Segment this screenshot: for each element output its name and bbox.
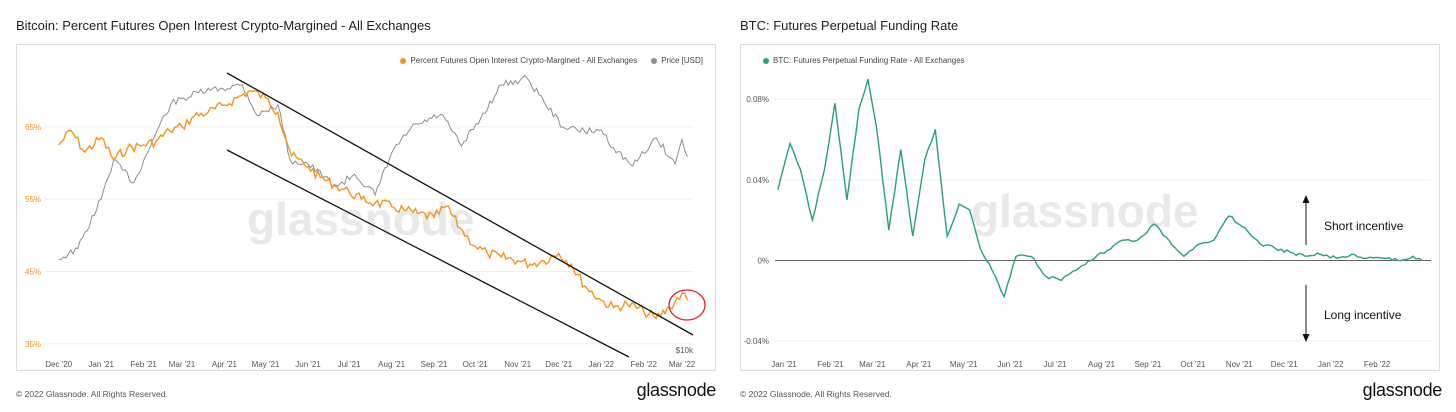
legend-funding-swatch — [763, 57, 769, 64]
right-x-axis: Jan '21 Feb '21 Mar '21 Apr '21 May '21 Jun '… — [771, 360, 1391, 369]
left-y-tick-label: 65% — [25, 123, 41, 132]
left-chart-title: Bitcoin: Percent Futures Open Interest C… — [16, 18, 431, 33]
right-chart-legend: BTC: Futures Perpetual Funding Rate - Al… — [763, 56, 965, 65]
right-gridlines — [775, 98, 1431, 342]
right-y-axis: -0.04% 0% 0.04% 0.08% — [744, 95, 769, 346]
highlight-circle — [668, 289, 706, 321]
left-x-tick-label: Mar '22 — [669, 360, 696, 369]
right-x-tick-label: Dec '21 — [1271, 360, 1298, 369]
right-y-tick-label: 0% — [757, 256, 769, 265]
short-incentive-label: Short incentive — [1324, 219, 1404, 233]
left-chart-panel: Bitcoin: Percent Futures Open Interest C… — [16, 18, 717, 400]
price-axis-label: $10k — [676, 346, 694, 355]
long-incentive-arrow — [1302, 285, 1310, 342]
right-x-tick-label: Sep '21 — [1134, 360, 1161, 369]
left-x-tick-label: Apr '21 — [212, 360, 238, 369]
left-x-tick-label: Jul '21 — [338, 360, 361, 369]
right-copyright: © 2022 Glassnode. All Rights Reserved. — [740, 389, 892, 399]
left-x-tick-label: Jan '21 — [88, 360, 114, 369]
left-x-tick-label: Aug '21 — [378, 360, 405, 369]
right-brand-logo[interactable]: glassnode — [1362, 380, 1443, 400]
left-x-axis: Dec '20 Jan '21 Feb '21 Mar '21 Apr '21 May '… — [45, 360, 696, 369]
left-x-tick-label: Jun '21 — [295, 360, 321, 369]
right-x-tick-label: Aug '21 — [1088, 360, 1115, 369]
right-x-tick-label: Jun '21 — [997, 360, 1023, 369]
oi-series-line — [58, 89, 689, 320]
left-gridlines — [45, 126, 693, 345]
long-incentive-label: Long incentive — [1324, 308, 1402, 322]
legend-funding-label[interactable]: BTC: Futures Perpetual Funding Rate - Al… — [773, 56, 965, 65]
legend-price-label[interactable]: Price [USD] — [661, 56, 703, 65]
left-x-tick-label: Feb '21 — [130, 360, 157, 369]
left-chart-frame: Percent Futures Open Interest Crypto-Mar… — [16, 44, 716, 371]
left-y-tick-label: 55% — [25, 195, 41, 204]
right-x-tick-label: Jan '22 — [1318, 360, 1344, 369]
left-y-tick-label: 45% — [25, 267, 41, 276]
left-x-tick-label: Dec '20 — [45, 360, 72, 369]
price-series-line — [58, 74, 688, 261]
upper-channel-line — [226, 72, 694, 336]
left-x-tick-label: Oct '21 — [463, 360, 489, 369]
right-chart-title: BTC: Futures Perpetual Funding Rate — [740, 18, 959, 33]
right-chart-panel: BTC: Futures Perpetual Funding Rate BTC:… — [728, 0, 1456, 412]
left-x-tick-label: Nov '21 — [504, 360, 531, 369]
right-chart-frame: BTC: Futures Perpetual Funding Rate - Al… — [740, 44, 1440, 371]
right-x-tick-label: Jan '21 — [771, 360, 797, 369]
left-y-axis: 35% 45% 55% 65% — [25, 123, 41, 349]
left-chart-legend: Percent Futures Open Interest Crypto-Mar… — [400, 56, 703, 65]
left-x-tick-label: May '21 — [252, 360, 280, 369]
right-x-tick-label: Oct '21 — [1180, 360, 1206, 369]
right-x-tick-label: Nov '21 — [1226, 360, 1253, 369]
right-x-tick-label: May '21 — [950, 360, 978, 369]
right-x-tick-label: Apr '21 — [906, 360, 932, 369]
short-incentive-arrow — [1302, 195, 1310, 245]
right-y-tick-label: 0.08% — [746, 95, 769, 104]
right-x-tick-label: Feb '22 — [1364, 360, 1391, 369]
left-x-tick-label: Mar '21 — [169, 360, 196, 369]
left-brand-logo[interactable]: glassnode — [636, 380, 717, 400]
legend-oi-label[interactable]: Percent Futures Open Interest Crypto-Mar… — [410, 56, 638, 65]
right-watermark: glassnode — [971, 185, 1199, 237]
left-x-tick-label: Feb '22 — [630, 360, 657, 369]
right-x-tick-label: Mar '21 — [859, 360, 886, 369]
funding-series-line — [777, 78, 1423, 299]
right-y-tick-label: 0.04% — [746, 176, 769, 185]
left-copyright: © 2022 Glassnode. All Rights Reserved. — [16, 389, 168, 399]
left-x-tick-label: Sep '21 — [421, 360, 448, 369]
left-y-tick-label: 35% — [25, 340, 41, 349]
left-x-tick-label: Dec '21 — [545, 360, 572, 369]
left-x-tick-label: Jan '22 — [588, 360, 614, 369]
right-x-tick-label: Jul '21 — [1044, 360, 1067, 369]
right-x-tick-label: Feb '21 — [817, 360, 844, 369]
right-y-tick-label: -0.04% — [744, 337, 769, 346]
lower-channel-line — [226, 149, 630, 358]
right-chart-svg: glassnode -0.04% 0% 0.04% 0.08% Jan '21 Feb … — [744, 78, 1431, 369]
legend-price-swatch — [651, 57, 658, 64]
legend-oi-swatch — [400, 57, 407, 64]
